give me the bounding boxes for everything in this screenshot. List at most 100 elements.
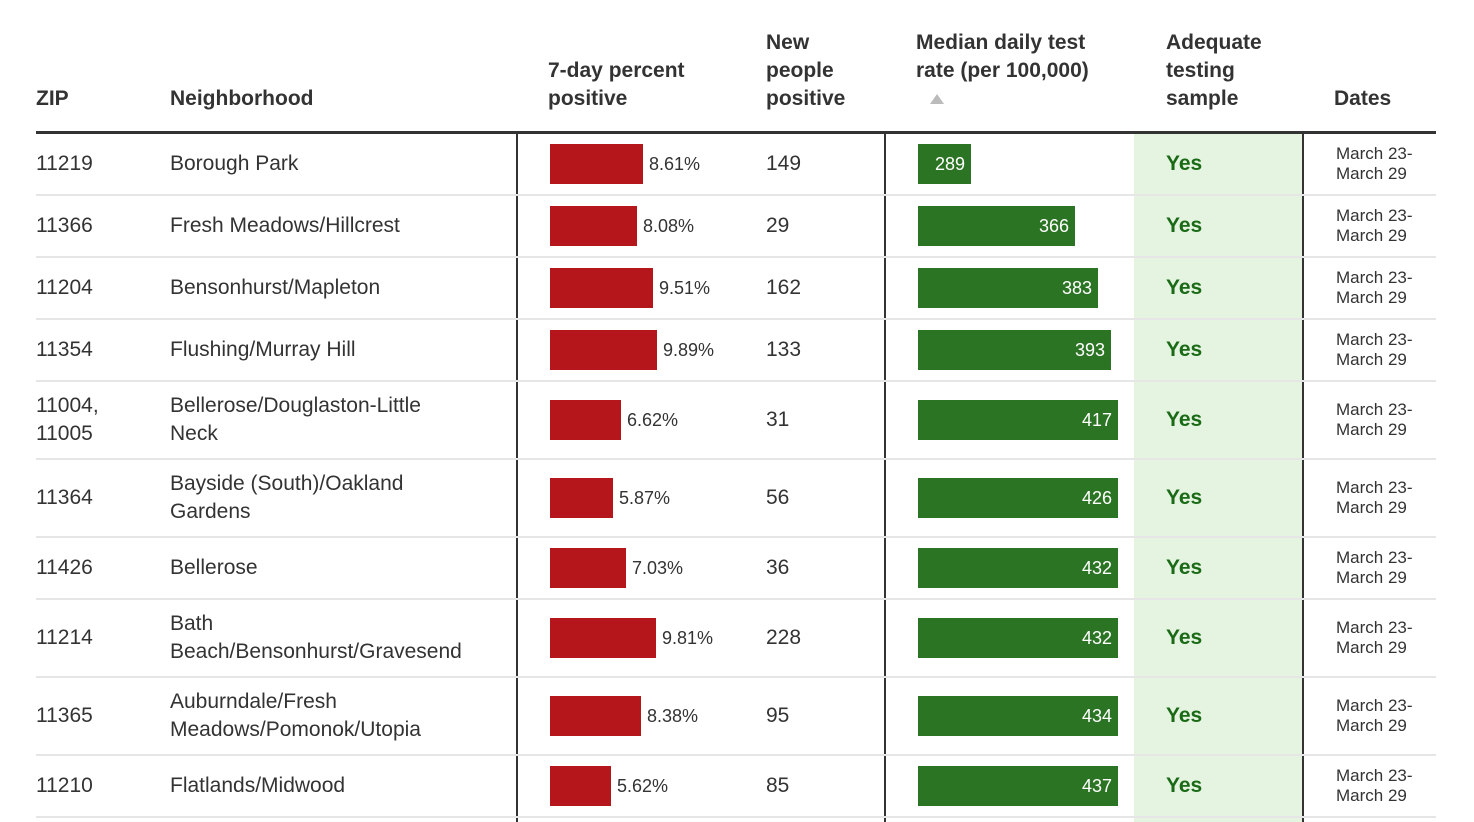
- table-row: 11366 Fresh Meadows/Hillcrest 8.08% 29 366 Ye…: [36, 196, 1436, 258]
- test-rate-bar: 437: [918, 766, 1118, 806]
- dates-line: March 23-: [1336, 696, 1413, 715]
- new-positive-cell: 228: [766, 626, 802, 649]
- test-rate-cell: 393: [918, 320, 1118, 380]
- test-rate-label: 432: [1081, 558, 1112, 578]
- adequate-value: Yes: [1166, 704, 1203, 727]
- neighborhood-line: Gardens: [170, 500, 251, 523]
- percent-positive-bar: [550, 548, 626, 588]
- test-rate-cell: 417: [918, 382, 1118, 458]
- test-rate-cell: 383: [918, 258, 1118, 318]
- test-rate-label: 289: [934, 154, 965, 174]
- percent-positive-bar: [550, 618, 656, 658]
- neighborhood-line: Fresh Meadows/Hillcrest: [170, 214, 400, 237]
- new-positive-cell: 85: [766, 774, 790, 797]
- header-zip[interactable]: ZIP: [36, 87, 69, 110]
- sort-ascending-icon[interactable]: [930, 94, 944, 104]
- header-dates[interactable]: Dates: [1334, 87, 1392, 110]
- new-positive-cell: 36: [766, 556, 790, 579]
- test-rate-label: 432: [1081, 628, 1112, 648]
- neighborhood-text: Bath Beach/Bensonhurst/Gravesend: [170, 610, 462, 666]
- test-rate-cell: 426: [918, 460, 1118, 536]
- column-divider: [1302, 134, 1304, 822]
- dates-text: March 23- March 29: [1336, 400, 1413, 440]
- new-positive-cell: 29: [766, 214, 790, 237]
- header-percent-line-1: 7-day percent: [548, 59, 685, 82]
- zip-text: 11219: [36, 150, 93, 178]
- neighborhood-text: Bensonhurst/Mapleton: [170, 274, 380, 302]
- dates-line: March 23-: [1336, 144, 1413, 163]
- zip-line: 11354: [36, 338, 93, 361]
- zip-cell: 11214: [36, 600, 146, 676]
- percent-positive-cell: 9.81%: [550, 600, 750, 676]
- zip-line: 11004,: [36, 394, 99, 417]
- neighborhood-cell: Bellerose: [170, 538, 510, 598]
- zip-line: 11210: [36, 774, 93, 797]
- dates-line: March 29: [1336, 420, 1407, 439]
- header-test-rate[interactable]: Median daily test rate (per 100,000): [916, 29, 1089, 85]
- zip-text: 11354: [36, 336, 93, 364]
- dates-line: March 23-: [1336, 206, 1413, 225]
- zip-cell: 11219: [36, 134, 146, 194]
- test-rate-cell: 432: [918, 600, 1118, 676]
- percent-positive-bar: [550, 206, 637, 246]
- zip-cell: 11366: [36, 196, 146, 256]
- dates-line: March 29: [1336, 786, 1407, 805]
- table-row: 11219 Borough Park 8.61% 149 289 Yes March 23-…: [36, 134, 1436, 196]
- zip-line: 11426: [36, 556, 93, 579]
- percent-positive-label: 9.51%: [659, 278, 711, 298]
- header-new-line-3: positive: [766, 87, 846, 110]
- header-adequate[interactable]: Adequate testing sample: [1166, 29, 1262, 113]
- header-new-positive[interactable]: New people positive: [766, 29, 845, 113]
- zip-text: 11364: [36, 484, 93, 512]
- dates-text: March 23- March 29: [1336, 548, 1413, 588]
- dates-text: March 23- March 29: [1336, 766, 1413, 806]
- header-new-line-1: New: [766, 31, 810, 54]
- test-rate-cell: 434: [918, 678, 1118, 754]
- dates-cell: March 23- March 29: [1336, 756, 1436, 816]
- test-rate-bar: 366: [918, 206, 1075, 246]
- adequate-value: Yes: [1166, 276, 1203, 299]
- zip-cell: 11365: [36, 678, 146, 754]
- header-rate-line-1: Median daily test: [916, 31, 1086, 54]
- neighborhood-line: Beach/Bensonhurst/Gravesend: [170, 640, 462, 663]
- adequate-cell: Yes: [1134, 382, 1302, 458]
- adequate-value: Yes: [1166, 774, 1203, 797]
- zip-text: 11204: [36, 274, 93, 302]
- header-neighborhood[interactable]: Neighborhood: [170, 87, 314, 110]
- zip-cell: 11004, 11005: [36, 382, 146, 458]
- header-percent-positive[interactable]: 7-day percent positive: [548, 57, 685, 113]
- neighborhood-text: Borough Park: [170, 150, 298, 178]
- dates-line: March 29: [1336, 716, 1407, 735]
- adequate-value: Yes: [1166, 626, 1203, 649]
- dates-cell: March 23- March 29: [1336, 600, 1436, 676]
- percent-positive-label: 9.89%: [663, 340, 715, 360]
- zip-text: 11366: [36, 212, 93, 240]
- zip-line: 11366: [36, 214, 93, 237]
- zip-text: 11004, 11005: [36, 392, 99, 448]
- adequate-cell: Yes: [1134, 320, 1302, 380]
- adequate-cell: Yes: [1134, 258, 1302, 318]
- neighborhood-text: Bellerose/Douglaston-Little Neck: [170, 392, 421, 448]
- dates-line: March 29: [1336, 638, 1407, 657]
- percent-positive-bar: [550, 330, 657, 370]
- neighborhood-line: Flushing/Murray Hill: [170, 338, 356, 361]
- percent-positive-cell: 6.62%: [550, 382, 750, 458]
- adequate-value: Yes: [1166, 556, 1203, 579]
- neighborhood-text: Auburndale/Fresh Meadows/Pomonok/Utopia: [170, 688, 421, 744]
- dates-text: March 23- March 29: [1336, 478, 1413, 518]
- zip-line: 11214: [36, 626, 93, 649]
- header-adequate-line-2: testing: [1166, 59, 1235, 82]
- dates-line: March 23-: [1336, 268, 1413, 287]
- table-row: 11426 Bellerose 7.03% 36 432 Yes March 23- Marc…: [36, 538, 1436, 600]
- percent-positive-bar: [550, 696, 641, 736]
- table-row: 11365 Auburndale/Fresh Meadows/Pomonok/Uto…: [36, 678, 1436, 756]
- test-rate-bar: 432: [918, 548, 1118, 588]
- adequate-cell: Yes: [1134, 600, 1302, 676]
- neighborhood-cell: Bath Beach/Bensonhurst/Gravesend: [170, 600, 510, 676]
- dates-cell: March 23- March 29: [1336, 678, 1436, 754]
- test-rate-label: 366: [1038, 216, 1069, 236]
- dates-cell: March 23- March 29: [1336, 196, 1436, 256]
- dates-line: March 29: [1336, 350, 1407, 369]
- dates-line: March 29: [1336, 498, 1407, 517]
- percent-positive-bar: [550, 268, 653, 308]
